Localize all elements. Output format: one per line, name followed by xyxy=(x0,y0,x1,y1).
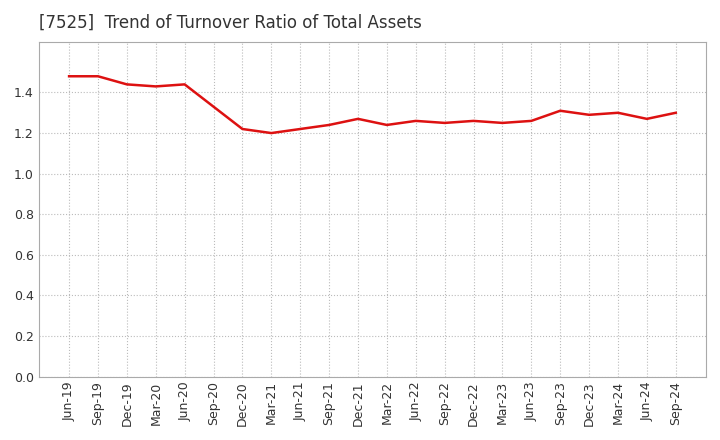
Text: [7525]  Trend of Turnover Ratio of Total Assets: [7525] Trend of Turnover Ratio of Total … xyxy=(39,14,422,32)
